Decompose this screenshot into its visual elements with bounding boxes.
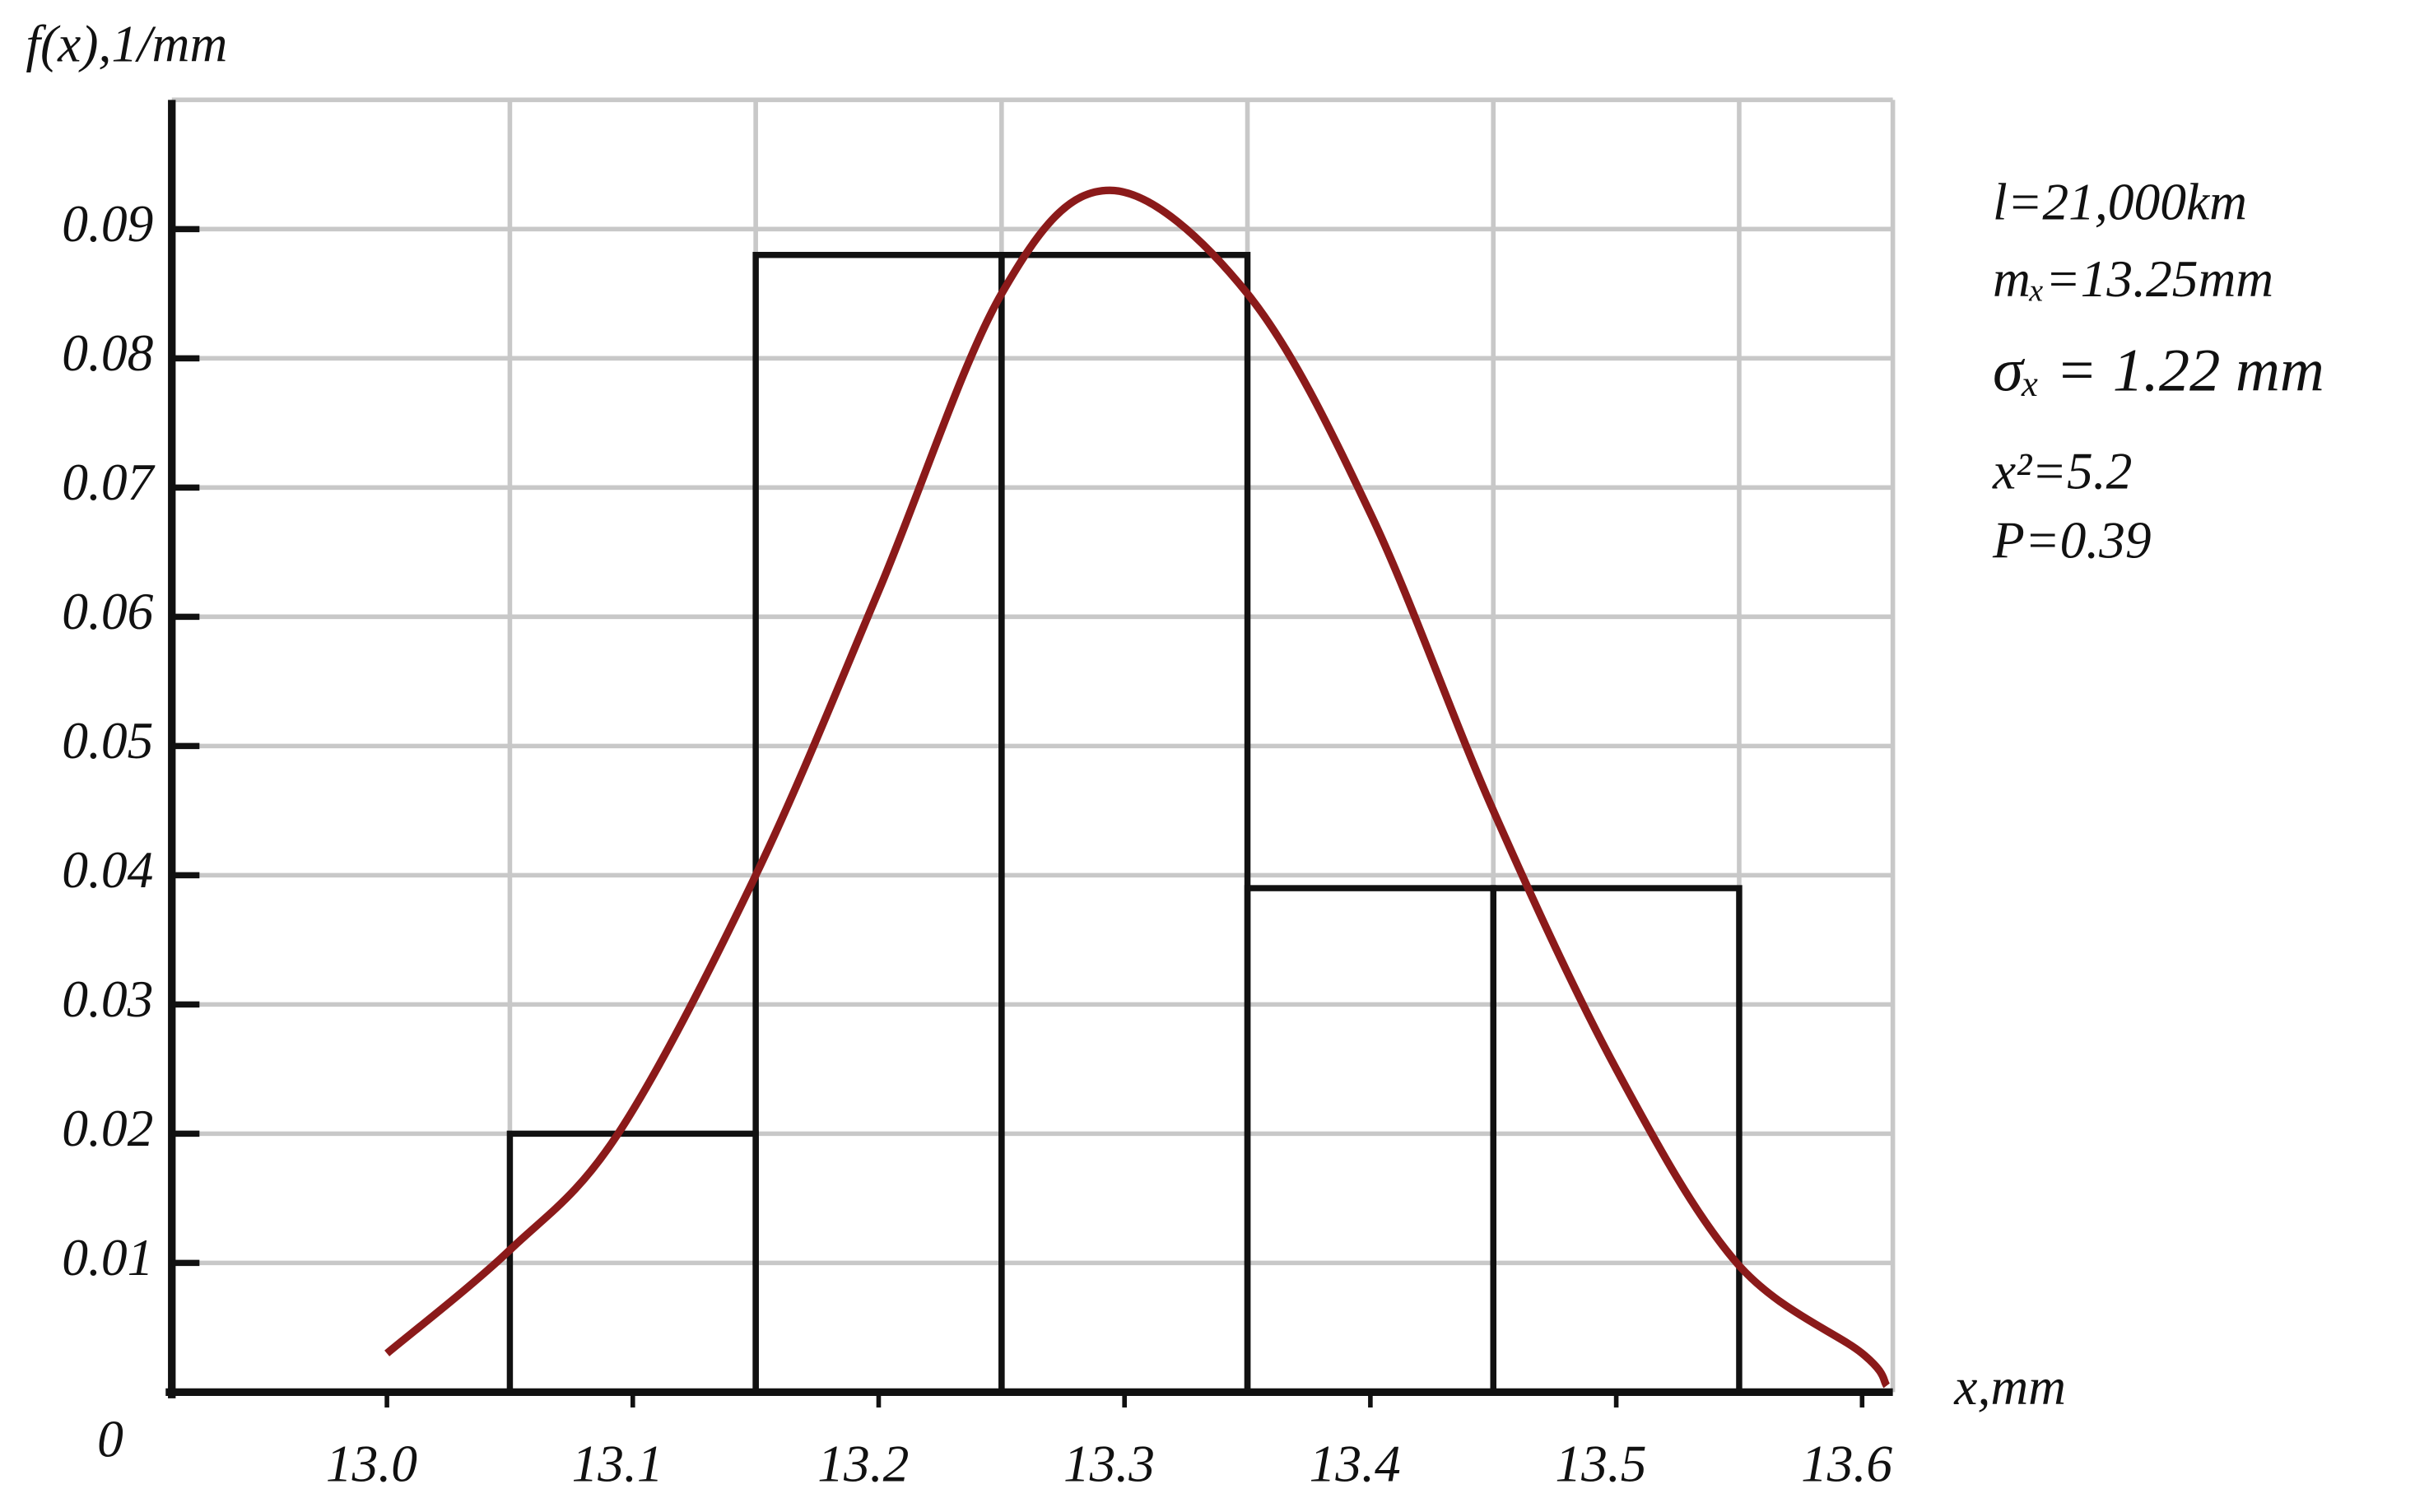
annotation: x²=5.2 (1992, 441, 2132, 500)
y-tick-label: 0.03 (62, 970, 153, 1028)
x-tick-label: 13.2 (817, 1434, 909, 1492)
x-tick-label: 13.1 (572, 1434, 663, 1492)
y-tick-label: 0 (97, 1409, 123, 1468)
bar (1490, 885, 1743, 1396)
y-tick-label: 0.05 (62, 711, 153, 770)
y-tick-label: 0.09 (62, 194, 153, 253)
annotation: σₓ = 1.22 mm (1993, 337, 2324, 405)
y-axis-label: f(x),1/mm (26, 14, 227, 72)
annotation: l=21,000km (1993, 173, 2247, 231)
annotation: mₓ=13.25mm (1993, 249, 2273, 308)
bar (1244, 885, 1496, 1396)
x-tick-label: 13.5 (1555, 1434, 1646, 1492)
x-tick-label: 13.6 (1801, 1434, 1892, 1492)
bar (998, 252, 1251, 1396)
x-axis-label: x,mm (1953, 1357, 2066, 1416)
density-curve (384, 186, 1891, 1389)
y-tick-label: 0.08 (62, 323, 153, 382)
x-tick-label: 13.3 (1063, 1434, 1155, 1492)
annotation: P=0.39 (1992, 510, 2152, 569)
x-tick-label: 13.4 (1310, 1434, 1401, 1492)
y-tick-label: 0.02 (62, 1099, 153, 1157)
x-tick-label: 13.0 (326, 1434, 417, 1492)
y-tick-label: 0.01 (62, 1228, 153, 1286)
y-tick-label: 0.06 (62, 582, 153, 640)
y-tick-label: 0.04 (62, 840, 153, 899)
bar (752, 252, 1005, 1396)
y-tick-label: 0.07 (62, 453, 155, 511)
